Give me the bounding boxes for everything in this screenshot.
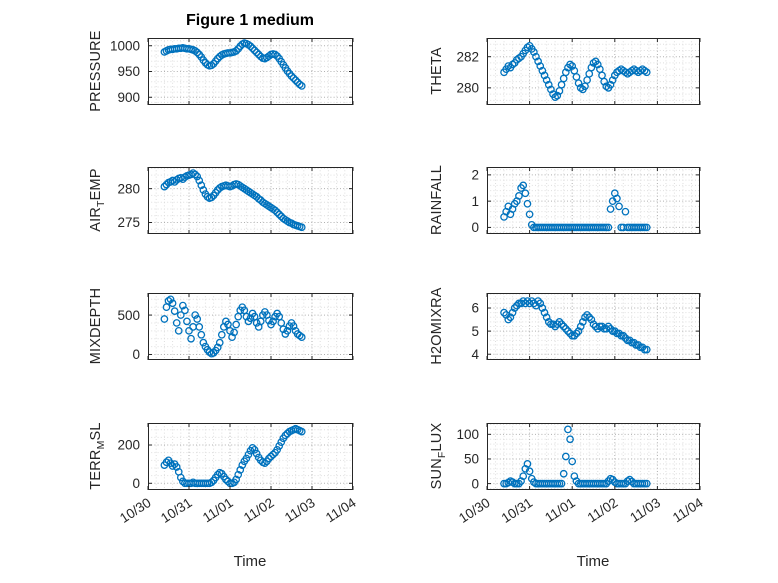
svg-text:282: 282 — [456, 49, 479, 64]
svg-text:280: 280 — [456, 81, 479, 96]
subplot-sun-flux: 0 50 100 10/30 10/31 11/01 11/02 11/03 11/04 — [456, 423, 706, 526]
svg-text:1000: 1000 — [110, 38, 140, 53]
svg-text:11/01: 11/01 — [200, 495, 236, 525]
y-axis-label-theta: THETA — [429, 47, 445, 94]
plot-canvas-mixdepth: 0 500 — [117, 293, 354, 362]
svg-text:1: 1 — [471, 194, 479, 209]
svg-text:10/31: 10/31 — [158, 495, 195, 526]
y-axis-label-rainfall: RAINFALL — [429, 165, 445, 235]
subplot-terr-msl: 0 200 10/30 10/31 11/01 11/02 11/03 11/04 — [117, 423, 359, 526]
svg-text:11/03: 11/03 — [627, 495, 663, 525]
subplot-theta: 280 282 — [456, 38, 701, 105]
y-axis-label-text: SUN — [429, 458, 445, 490]
y-axis-label-text: THETA — [429, 47, 445, 95]
svg-text:2: 2 — [471, 168, 479, 183]
plot-canvas-theta: 280 282 — [456, 38, 701, 105]
y-axis-label-pressure: PRESSURE — [88, 30, 104, 111]
y-axis-label-text: M — [95, 440, 107, 450]
subplot-h2omixra: 4 5 6 — [471, 293, 701, 362]
x-axis-title-right: Time — [576, 553, 610, 570]
y-axis-label-text: H2OMIXRA — [429, 287, 445, 365]
svg-text:0: 0 — [471, 220, 479, 235]
svg-text:10/30: 10/30 — [117, 495, 154, 526]
plot-canvas-pressure: 900 950 1000 — [110, 38, 354, 105]
svg-text:11/04: 11/04 — [670, 495, 706, 526]
y-axis-label-text: PRESSURE — [88, 30, 104, 112]
subplot-rainfall: 0 1 2 — [471, 167, 701, 235]
y-axis-label-mixdepth: MIXDEPTH — [88, 288, 104, 365]
plot-canvas-air_temp: 275 280 — [117, 167, 354, 234]
y-axis-label-terr-msl: TERRMSL — [88, 422, 107, 490]
subplot-air-temp: 275 280 — [117, 167, 354, 234]
figure-title: Figure 1 medium — [185, 12, 315, 29]
y-axis-label-h2omixra: H2OMIXRA — [429, 287, 445, 364]
svg-text:275: 275 — [117, 215, 140, 230]
y-axis-label-text: T — [95, 200, 107, 207]
svg-text:11/04: 11/04 — [323, 495, 359, 526]
plot-canvas-rainfall: 0 1 2 — [471, 167, 701, 235]
svg-text:100: 100 — [456, 427, 479, 442]
plot-canvas-h2omixra: 4 5 6 — [471, 293, 701, 362]
y-axis-label-text: F — [436, 451, 448, 459]
y-axis-label-text: MIXDEPTH — [88, 287, 104, 365]
svg-text:6: 6 — [471, 301, 479, 316]
svg-text:500: 500 — [117, 308, 140, 323]
y-axis-label-text: RAINFALL — [429, 164, 445, 236]
subplot-pressure: 900 950 1000 — [110, 38, 354, 105]
y-axis-label-text: AIR — [88, 206, 104, 232]
y-axis-label-text: LUX — [429, 422, 445, 452]
svg-text:0: 0 — [132, 476, 140, 491]
y-axis-label-text: EMP — [88, 168, 104, 201]
svg-text:10/30: 10/30 — [456, 495, 493, 526]
svg-text:50: 50 — [464, 452, 479, 467]
svg-text:900: 900 — [117, 90, 140, 105]
subplot-mixdepth: 0 500 — [117, 293, 354, 362]
svg-text:10/31: 10/31 — [499, 495, 536, 526]
svg-text:200: 200 — [117, 438, 140, 453]
svg-text:11/02: 11/02 — [585, 495, 621, 525]
plot-canvas-terr_msl: 0 200 10/30 10/31 11/01 11/02 11/03 11/04 — [117, 423, 359, 526]
svg-text:11/03: 11/03 — [282, 495, 318, 525]
x-axis-title-left: Time — [233, 553, 267, 570]
svg-text:0: 0 — [471, 476, 479, 491]
svg-text:11/01: 11/01 — [542, 495, 578, 525]
svg-text:280: 280 — [117, 181, 140, 196]
svg-text:5: 5 — [471, 324, 479, 339]
svg-text:0: 0 — [132, 347, 140, 362]
plot-canvas-sun_flux: 0 50 100 10/30 10/31 11/01 11/02 11/03 11/04 — [456, 423, 706, 526]
y-axis-label-text: TERR — [88, 449, 104, 490]
svg-text:950: 950 — [117, 64, 140, 79]
y-axis-label-sun-flux: SUNFLUX — [429, 422, 448, 490]
svg-text:4: 4 — [471, 347, 479, 362]
svg-text:11/02: 11/02 — [241, 495, 277, 525]
y-axis-label-text: SL — [88, 422, 104, 441]
y-axis-label-air-temp: AIRTEMP — [88, 168, 107, 232]
